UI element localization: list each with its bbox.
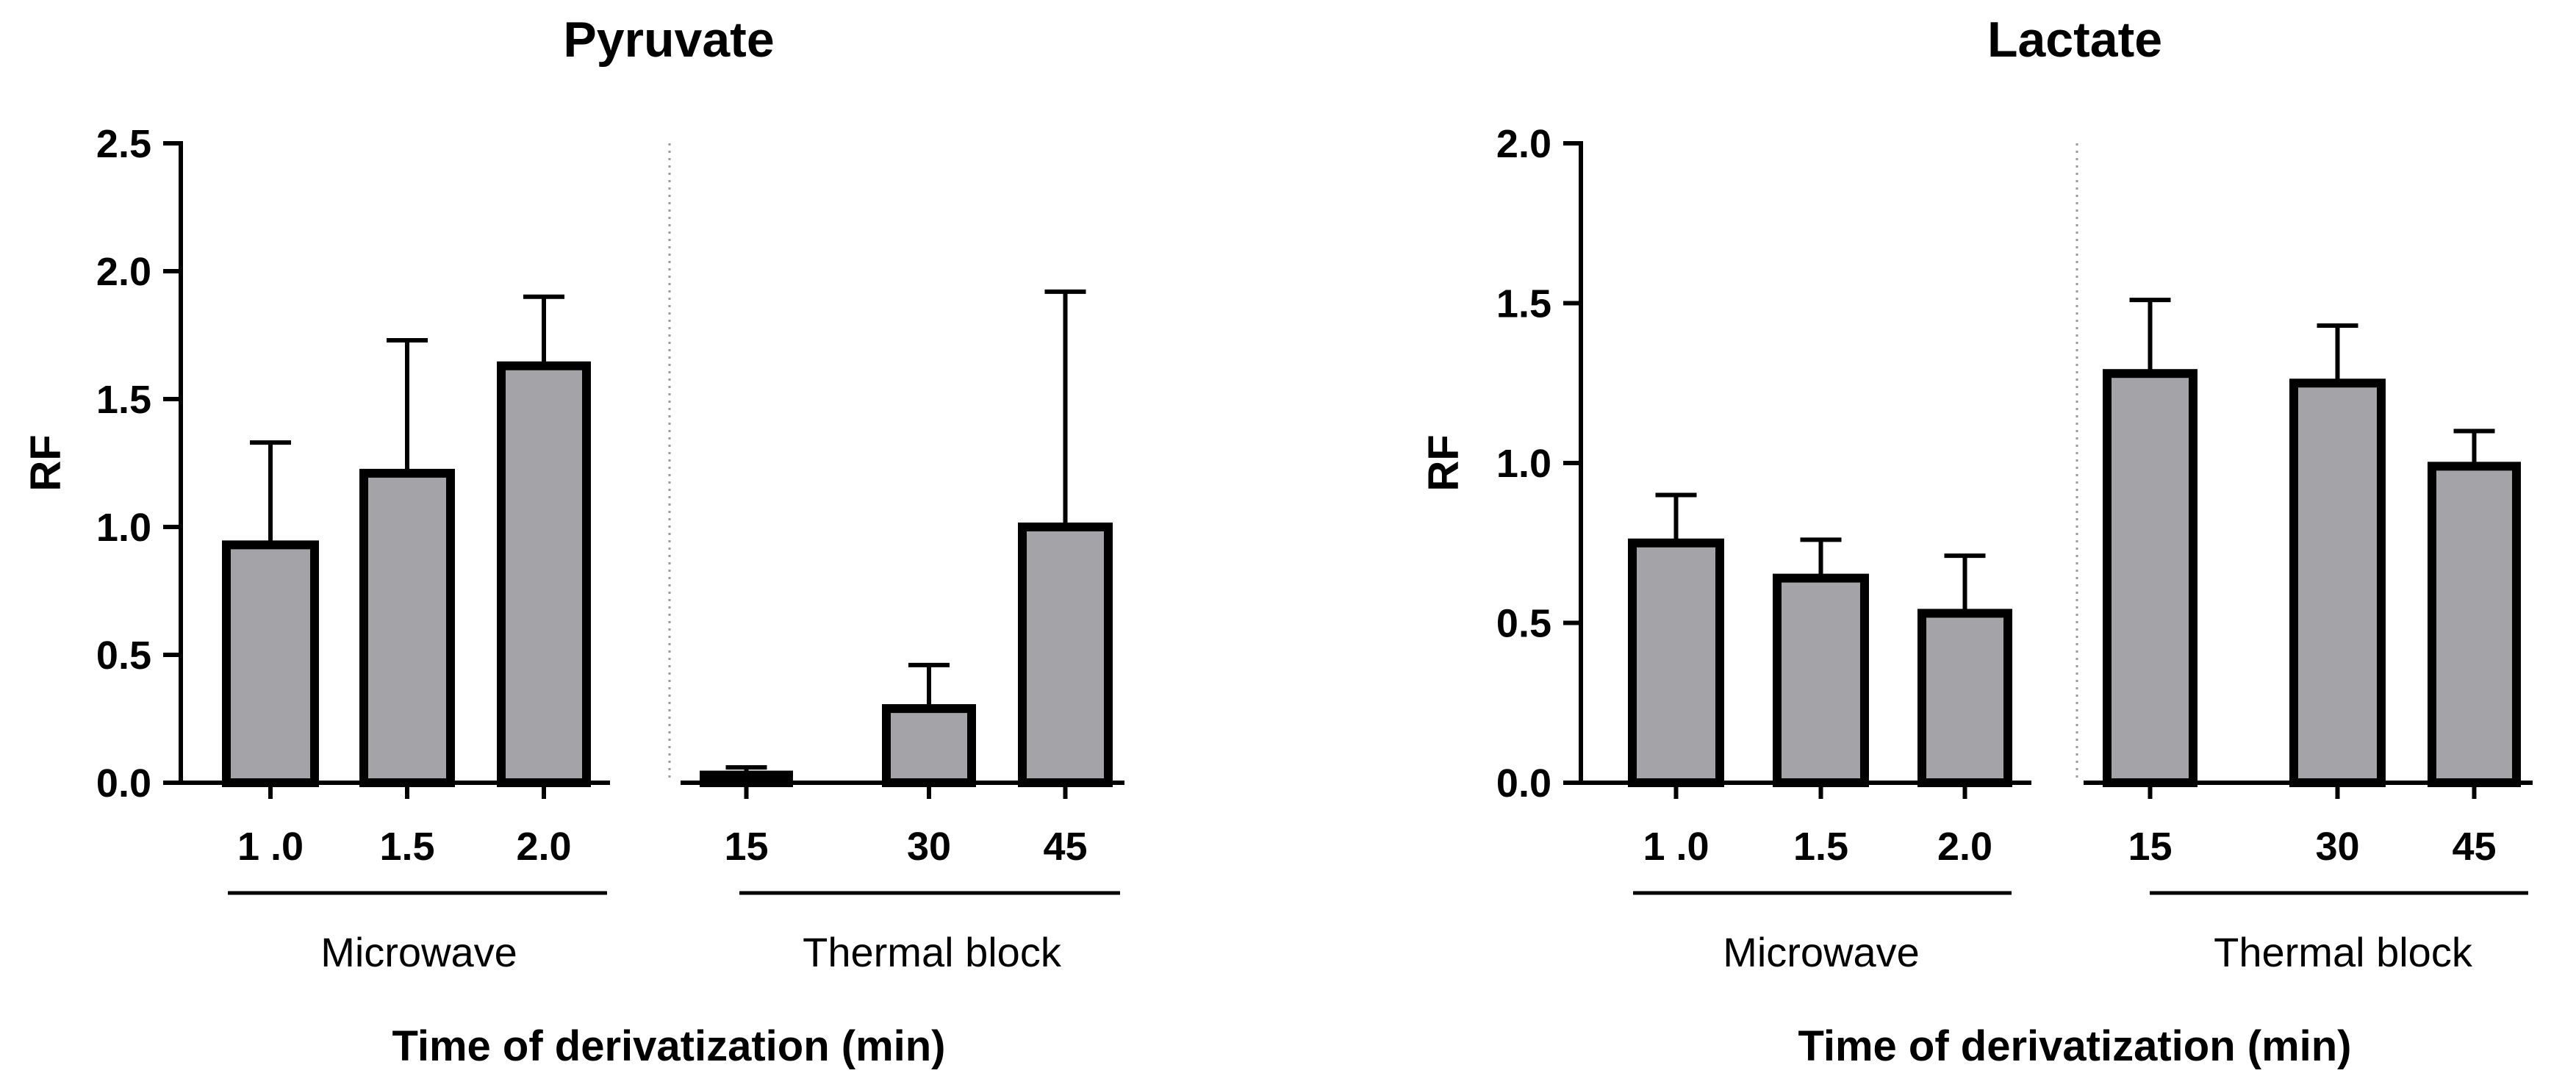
bar [2428, 462, 2521, 787]
x-tick-label: 1 .0 [237, 825, 304, 869]
x-tick-label: 30 [2315, 825, 2359, 869]
chart-panel-lactate: Lactate RF 0.0 0.5 1.0 1.5 2.0 1 .0 1.5 2.0 Microw… [1420, 12, 2533, 1070]
x-tick-label: 1.5 [379, 825, 434, 869]
y-tick-label: 0.5 [96, 634, 151, 678]
bar [700, 770, 793, 788]
y-axis-label: RF [22, 434, 70, 491]
y-tick-label: 1.5 [1496, 282, 1551, 326]
bar [359, 468, 455, 787]
bar [2289, 379, 2386, 787]
bar [1018, 523, 1113, 787]
bar [1628, 538, 1724, 787]
y-tick-label: 0.0 [96, 761, 151, 806]
y-tick-label: 1.0 [96, 506, 151, 550]
y-tick-label: 0.0 [1496, 761, 1551, 806]
chart-title: Lactate [1987, 12, 2162, 68]
x-tick-label: 30 [907, 825, 951, 869]
y-tick-label: 1.5 [96, 378, 151, 422]
x-tick-label: 1.5 [1793, 825, 1848, 869]
y-tick-label: 2.0 [1496, 122, 1551, 166]
bar [222, 540, 319, 787]
x-tick-label: 45 [2452, 825, 2496, 869]
chart-panel-pyruvate: Pyruvate RF 0.0 0.5 1.0 1.5 2.0 2.5 1 .0 1.5 2.0 Mi… [22, 12, 1124, 1070]
y-axis-label: RF [1420, 434, 1468, 491]
group-label: Thermal block [803, 929, 1062, 975]
x-axis-label: Time of derivatization (min) [1798, 1022, 2351, 1070]
x-tick-label: 1 .0 [1643, 825, 1709, 869]
bar [1773, 573, 1869, 787]
group-label: Microwave [320, 929, 517, 975]
chart-title: Pyruvate [563, 12, 774, 68]
bar [882, 704, 976, 788]
x-tick-label: 15 [2128, 825, 2172, 869]
y-tick-label: 2.0 [96, 250, 151, 294]
group-label: Microwave [1723, 929, 1920, 975]
group-label: Thermal block [2214, 929, 2473, 975]
x-tick-label: 45 [1043, 825, 1087, 869]
x-axis-label: Time of derivatization (min) [392, 1022, 945, 1070]
y-tick-label: 0.5 [1496, 602, 1551, 646]
bar [497, 361, 591, 787]
y-tick-label: 2.5 [96, 122, 151, 166]
x-tick-label: 15 [724, 825, 768, 869]
y-tick-label: 1.0 [1496, 442, 1551, 486]
x-tick-label: 2.0 [1937, 825, 1992, 869]
bar [2103, 369, 2198, 787]
x-tick-label: 2.0 [516, 825, 571, 869]
bar [1917, 609, 2012, 788]
